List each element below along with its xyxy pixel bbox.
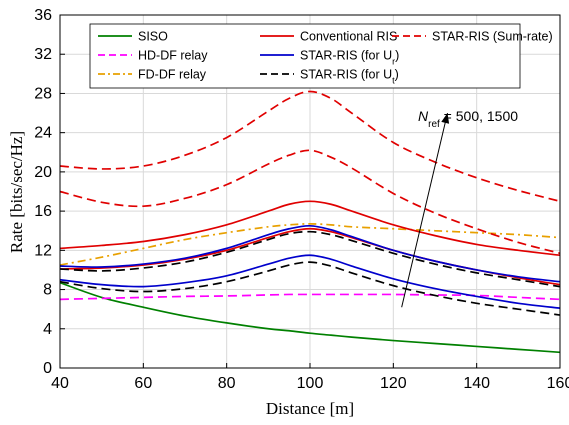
series-line-5 <box>59 90 561 203</box>
y-tick-label-7: 28 <box>34 85 52 102</box>
annotation-arrowhead <box>441 113 450 124</box>
x-tick-label-2: 80 <box>218 375 236 392</box>
annotation: Nref = 500, 1500 <box>401 108 518 308</box>
y-tick-label-8: 32 <box>34 46 52 63</box>
x-tick-label-1: 60 <box>134 375 152 392</box>
x-tick-label-4: 120 <box>380 375 407 392</box>
legend-label-3: HD-DF relay <box>138 49 208 63</box>
legend-label-2: STAR-RIS (Sum-rate) <box>432 30 553 44</box>
y-tick-label-5: 20 <box>34 164 52 181</box>
legend-label-1: Conventional RIS <box>300 30 397 44</box>
legend-box <box>89 23 521 89</box>
annotation-arrow <box>401 112 448 308</box>
y-tick-label-9: 36 <box>34 7 52 24</box>
y-tick-label-0: 0 <box>43 360 52 377</box>
x-tick-label-0: 40 <box>51 375 69 392</box>
y-tick-label-1: 4 <box>43 321 52 338</box>
legend: SISO Conventional RIS STAR-RIS (Sum-rate) H… <box>89 23 553 89</box>
x-tick-label-3: 100 <box>297 375 324 392</box>
series-line-3 <box>59 200 561 257</box>
legend-label-4: STAR-RIS (for Ur) <box>300 49 399 67</box>
series-line-10 <box>59 261 561 316</box>
y-tick-label-3: 12 <box>34 242 52 259</box>
series-line-2 <box>59 223 561 266</box>
y-tick-label-4: 16 <box>34 203 52 220</box>
series-line-0 <box>59 281 561 354</box>
axis-ticks: 40 60 80 100 120 140 160 0 4 8 12 16 20 24 28 32 36 <box>34 7 569 392</box>
series-line-6 <box>59 149 561 255</box>
series-group <box>59 90 561 354</box>
series-line-9 <box>59 230 561 288</box>
y-tick-label-6: 24 <box>34 125 52 142</box>
legend-label-0: SISO <box>138 30 168 44</box>
series-line-8 <box>59 254 561 310</box>
y-axis-title: Rate [bits/sec/Hz] <box>7 131 26 253</box>
legend-label-5: FD-DF relay <box>138 68 207 82</box>
legend-label-6: STAR-RIS (for Ut) <box>300 68 399 86</box>
x-tick-label-6: 160 <box>547 375 569 392</box>
series-line-7 <box>59 224 561 283</box>
y-tick-label-2: 8 <box>43 282 52 299</box>
x-axis-title: Distance [m] <box>266 399 354 418</box>
annotation-label: Nref = 500, 1500 <box>418 108 518 130</box>
x-tick-label-5: 140 <box>463 375 490 392</box>
